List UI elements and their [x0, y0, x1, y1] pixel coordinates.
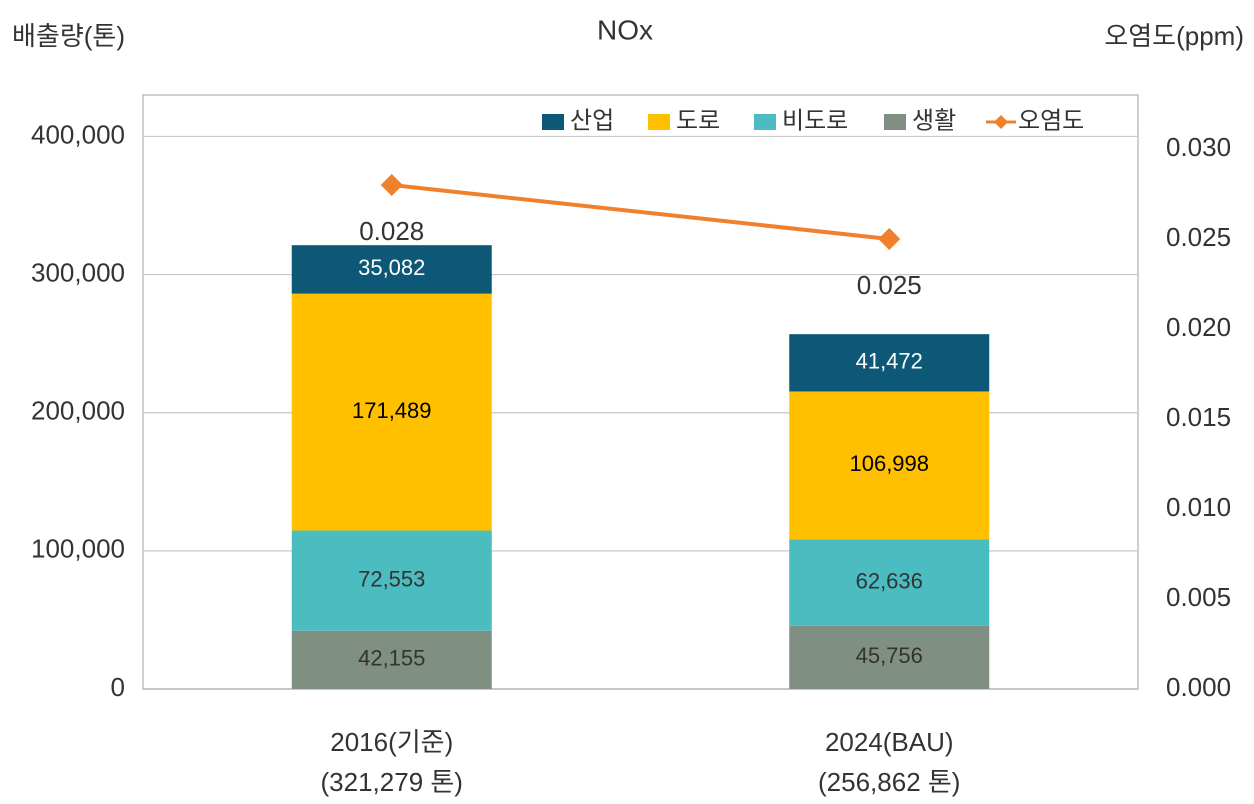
bar-segment: [291, 293, 492, 531]
y2-tick-label: 0.010: [1166, 492, 1231, 522]
bar-value-label: 35,082: [358, 255, 425, 280]
y2-tick-label: 0.015: [1166, 402, 1231, 432]
y-axis-title: 배출량(톤): [12, 21, 125, 51]
legend-marker: [994, 115, 1008, 129]
y2-tick-label: 0.000: [1166, 672, 1231, 702]
bar-value-label: 62,636: [856, 568, 923, 593]
y-tick-label: 300,000: [31, 257, 125, 287]
legend-swatch: [648, 114, 670, 130]
y2-tick-label: 0.030: [1166, 132, 1231, 162]
y2-tick-label: 0.005: [1166, 582, 1231, 612]
y-tick-label: 200,000: [31, 396, 125, 426]
x-tick-label: 2016(기준): [330, 727, 453, 757]
bar-value-label: 72,553: [358, 566, 425, 591]
legend-label: 산업: [570, 107, 614, 134]
legend-label: 오염도: [1018, 107, 1084, 134]
bar-segment: [291, 245, 492, 294]
bar-segment: [291, 530, 492, 631]
bar-segment: [789, 391, 990, 540]
chart-title: NOx: [597, 14, 653, 45]
line-value-label: 0.028: [359, 216, 424, 246]
x-tick-label: 2024(BAU): [825, 727, 954, 757]
bar-value-label: 42,155: [358, 646, 425, 671]
y2-tick-label: 0.020: [1166, 312, 1231, 342]
y-tick-label: 100,000: [31, 534, 125, 564]
line-value-label: 0.025: [857, 270, 922, 300]
y2-tick-label: 0.025: [1166, 222, 1231, 252]
x-tick-sublabel: (321,279 톤): [321, 767, 463, 797]
legend-swatch: [754, 114, 776, 130]
legend-label: 도로: [676, 107, 720, 134]
bar-segment: [789, 334, 990, 392]
y-tick-label: 0: [111, 672, 125, 702]
y-tick-label: 400,000: [31, 119, 125, 149]
bar-value-label: 106,998: [849, 451, 929, 476]
line-marker: [878, 228, 901, 250]
bar-segment: [789, 625, 990, 689]
y2-axis-title: 오염도(ppm): [1104, 21, 1244, 51]
line: [391, 183, 890, 241]
legend-label: 생활: [912, 107, 956, 134]
legend-swatch: [884, 114, 906, 130]
bar-value-label: 171,489: [352, 398, 432, 423]
line-marker: [380, 174, 403, 196]
bar-segment: [291, 630, 492, 689]
x-tick-sublabel: (256,862 톤): [818, 767, 960, 797]
legend-swatch: [542, 114, 564, 130]
bar-value-label: 41,472: [856, 349, 923, 374]
bar-value-label: 45,756: [856, 643, 923, 668]
bar-segment: [789, 539, 990, 626]
legend-label: 비도로: [782, 107, 848, 134]
